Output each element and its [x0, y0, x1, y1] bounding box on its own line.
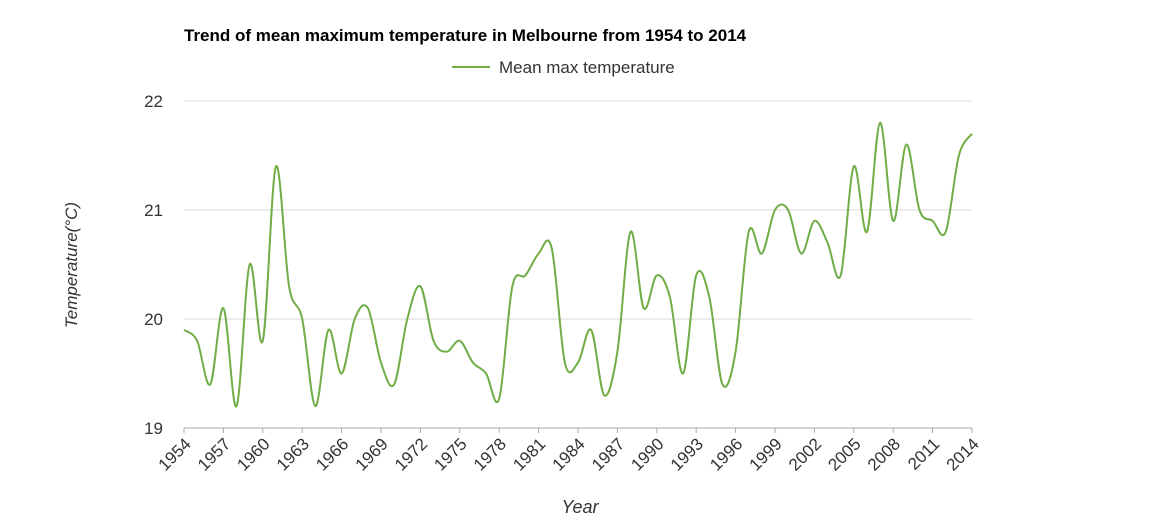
x-tick-label: 1963 [273, 434, 313, 474]
x-tick-label: 1987 [588, 434, 628, 474]
series-layer [181, 120, 975, 409]
x-axis-ticks: 1954 1957 1960 1963 1966 1969 1972 1975 1978 1981… [155, 428, 983, 475]
y-tick-label: 22 [144, 92, 163, 111]
data-point-2013 [956, 153, 962, 159]
x-tick-label: 1996 [706, 434, 746, 474]
data-point-1974 [444, 349, 450, 355]
x-tick-label: 1975 [430, 434, 470, 474]
data-point-1989 [641, 305, 647, 311]
data-point-2011 [930, 218, 936, 224]
data-point-2009 [903, 142, 909, 148]
data-point-1969 [378, 360, 384, 366]
data-point-1991 [667, 294, 673, 300]
data-point-1980 [522, 272, 528, 278]
x-tick-label: 1999 [746, 434, 786, 474]
data-point-2002 [811, 218, 817, 224]
data-point-1993 [693, 272, 699, 278]
x-tick-label: 2005 [824, 434, 864, 474]
data-point-2005 [851, 163, 857, 169]
x-axis-label: Year [561, 497, 599, 517]
x-tick-label: 2014 [943, 434, 983, 474]
data-point-2006 [864, 229, 870, 235]
data-point-2012 [943, 229, 949, 235]
data-point-1981 [536, 251, 542, 257]
data-point-1961 [273, 163, 279, 169]
x-tick-label: 1984 [549, 434, 589, 474]
y-tick-label: 21 [144, 201, 163, 220]
data-point-1982 [549, 245, 555, 251]
x-tick-label: 1969 [352, 434, 392, 474]
x-tick-label: 1981 [509, 434, 549, 474]
data-point-1978 [496, 396, 502, 402]
data-point-2004 [838, 272, 844, 278]
y-tick-label: 20 [144, 310, 163, 329]
legend: Mean max temperature [452, 58, 675, 77]
data-point-1971 [404, 316, 410, 322]
data-point-1998 [759, 251, 765, 257]
data-point-1988 [628, 229, 634, 235]
x-tick-label: 2002 [785, 434, 825, 474]
data-point-2003 [825, 240, 831, 246]
data-point-1987 [614, 349, 620, 355]
x-tick-label: 2008 [864, 434, 904, 474]
data-point-1972 [417, 283, 423, 289]
x-tick-label: 1978 [470, 434, 510, 474]
data-point-1958 [234, 403, 240, 409]
data-point-1996 [733, 349, 739, 355]
data-point-1955 [194, 338, 200, 344]
x-tick-label: 1954 [155, 434, 195, 474]
x-tick-label: 1957 [194, 434, 234, 474]
x-tick-label: 1966 [312, 434, 352, 474]
data-point-1984 [575, 360, 581, 366]
data-point-1983 [562, 360, 568, 366]
y-axis-ticks: 19 20 21 22 [144, 92, 163, 438]
data-point-1992 [680, 371, 686, 377]
data-point-1968 [365, 305, 371, 311]
y-axis-label: Temperature(°C) [62, 202, 81, 328]
data-point-1997 [746, 229, 752, 235]
gridlines [184, 100, 972, 429]
y-tick-label: 19 [144, 419, 163, 438]
data-point-1966 [339, 371, 345, 377]
data-point-1985 [588, 327, 594, 333]
data-point-2014 [969, 131, 975, 137]
x-tick-label: 1990 [627, 434, 667, 474]
data-point-2008 [890, 218, 896, 224]
data-point-1976 [470, 360, 476, 366]
data-point-1963 [299, 316, 305, 322]
chart-title: Trend of mean maximum temperature in Mel… [184, 26, 747, 45]
x-tick-label: 1993 [667, 434, 707, 474]
data-point-2001 [798, 251, 804, 257]
data-point-1986 [601, 392, 607, 398]
data-point-1954 [181, 327, 187, 333]
data-point-1959 [247, 262, 253, 268]
data-point-1965 [325, 327, 331, 333]
data-point-1962 [286, 283, 292, 289]
data-point-1975 [457, 338, 463, 344]
data-point-1990 [654, 272, 660, 278]
data-point-1999 [772, 207, 778, 213]
data-point-1973 [431, 338, 437, 344]
data-point-2007 [877, 120, 883, 126]
x-tick-label: 2011 [904, 434, 943, 473]
series-line-mean-max-temperature [183, 121, 973, 408]
data-point-1995 [719, 381, 725, 387]
data-point-2010 [916, 207, 922, 213]
data-point-1957 [220, 305, 226, 311]
data-point-1979 [509, 283, 515, 289]
x-tick-label: 1972 [391, 434, 431, 474]
data-point-1970 [391, 381, 397, 387]
data-point-1956 [207, 381, 213, 387]
data-point-1960 [260, 338, 266, 344]
data-point-1964 [312, 403, 318, 409]
data-point-2000 [785, 207, 791, 213]
legend-label-mean-max: Mean max temperature [499, 58, 675, 77]
data-point-1967 [352, 316, 358, 322]
x-tick-label: 1960 [233, 434, 273, 474]
data-point-1977 [483, 371, 489, 377]
data-point-1994 [706, 294, 712, 300]
